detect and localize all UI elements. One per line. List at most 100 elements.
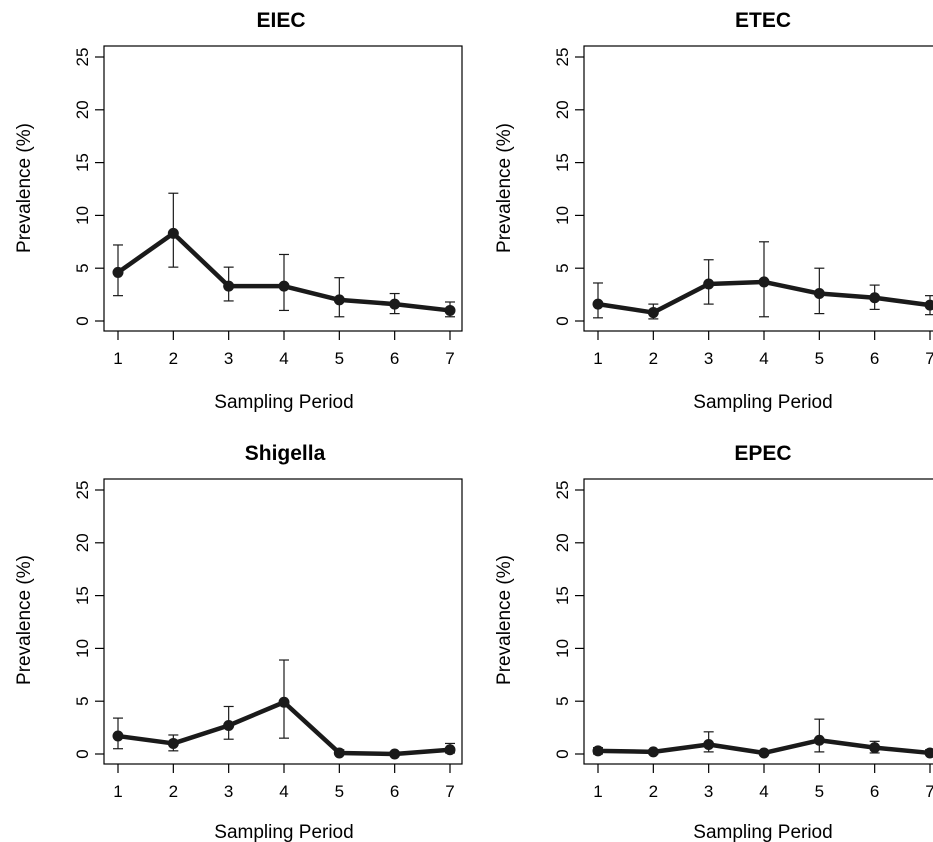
y-axis: 0 5 10 15 20 25	[553, 481, 584, 759]
x-tick-label: 4	[759, 782, 768, 801]
data-point	[389, 748, 401, 760]
series	[112, 192, 456, 318]
y-tick-label: 5	[553, 263, 572, 272]
x-tick-label: 5	[815, 782, 824, 801]
x-tick-label: 7	[925, 349, 933, 368]
x-tick-label: 3	[704, 349, 713, 368]
x-axis: 1 2 3 4 5 6 7	[593, 331, 933, 368]
plot-frame	[583, 478, 933, 765]
y-tick-label: 15	[73, 153, 92, 172]
data-point	[647, 746, 659, 758]
x-tick-label: 1	[113, 782, 122, 801]
data-point	[223, 280, 235, 292]
x-tick-label: 2	[169, 349, 178, 368]
data-point	[924, 747, 933, 759]
x-tick-label: 7	[445, 349, 454, 368]
data-point	[444, 744, 456, 756]
x-tick-label: 5	[815, 349, 824, 368]
y-tick-label: 0	[73, 316, 92, 325]
x-axis: 1 2 3 4 5 6 7	[113, 764, 455, 801]
panel-etec: ETEC Prevalence (%) Sampling Period 0510…	[494, 9, 933, 413]
x-tick-label: 5	[335, 782, 344, 801]
y-tick-label: 5	[553, 696, 572, 705]
data-point	[758, 747, 770, 759]
panel-epec: EPEC Prevalence (%) Sampling Period 0 5 10…	[494, 442, 933, 842]
data-point	[647, 307, 659, 319]
y-axis: 0 5 10 15 20 25	[73, 48, 104, 326]
data-point	[592, 298, 604, 310]
series	[592, 718, 933, 759]
y-tick-label: 25	[73, 48, 92, 67]
panel-title: EPEC	[734, 442, 791, 465]
x-axis-label: Sampling Period	[693, 822, 832, 842]
data-point	[869, 292, 881, 304]
panel-title: Shigella	[245, 442, 326, 465]
x-axis-label: Sampling Period	[214, 822, 353, 842]
y-tick-label: 10	[73, 639, 92, 658]
data-point	[167, 737, 179, 749]
data-point	[112, 266, 124, 278]
y-tick-label: 20	[553, 533, 572, 552]
plot-frame	[103, 45, 463, 332]
x-tick-label: 3	[224, 782, 233, 801]
panel-shigella: Shigella Prevalence (%) Sampling Period …	[14, 442, 463, 842]
x-tick-label: 1	[593, 349, 602, 368]
y-tick-label: 0	[553, 749, 572, 758]
data-point	[813, 288, 825, 300]
x-axis-label: Sampling Period	[214, 392, 353, 413]
x-axis: 1 2 3 4 5 6 7	[593, 764, 933, 801]
y-axis-label: Prevalence (%)	[14, 123, 35, 253]
y-tick-label: 20	[73, 533, 92, 552]
x-tick-label: 2	[169, 782, 178, 801]
y-tick-label: 10	[553, 206, 572, 225]
y-tick-label: 15	[553, 153, 572, 172]
y-tick-label: 0	[553, 316, 572, 325]
y-axis-label: Prevalence (%)	[14, 555, 35, 685]
data-point	[112, 730, 124, 742]
x-tick-label: 4	[759, 349, 768, 368]
y-tick-label: 10	[73, 206, 92, 225]
x-tick-label: 2	[649, 349, 658, 368]
data-point	[758, 276, 770, 288]
y-tick-label: 10	[553, 639, 572, 658]
panel-title: EIEC	[256, 9, 305, 32]
data-point	[167, 227, 179, 239]
x-tick-label: 3	[224, 349, 233, 368]
x-tick-label: 6	[870, 349, 879, 368]
y-tick-label: 25	[553, 48, 572, 67]
y-tick-label: 15	[553, 586, 572, 605]
data-point	[703, 278, 715, 290]
x-tick-label: 7	[925, 782, 933, 801]
y-tick-label: 20	[553, 100, 572, 119]
x-tick-label: 2	[649, 782, 658, 801]
data-point	[223, 719, 235, 731]
y-axis: 0 5 10 15 20 25	[73, 481, 104, 759]
panel-eiec: EIEC Prevalence (%) Sampling Period 0 5 10…	[14, 9, 463, 413]
series	[592, 241, 933, 320]
panel-title: ETEC	[735, 9, 791, 32]
x-tick-label: 6	[390, 782, 399, 801]
y-tick-label: 0	[73, 749, 92, 758]
data-point	[924, 299, 933, 311]
y-tick-label: 5	[73, 696, 92, 705]
x-tick-label: 6	[390, 349, 399, 368]
y-tick-label: 25	[553, 481, 572, 500]
plot-frame	[583, 45, 933, 332]
x-axis: 1 2 3 4 5 6 7	[113, 331, 455, 368]
data-point	[333, 747, 345, 759]
y-tick-label: 20	[73, 100, 92, 119]
x-tick-label: 4	[279, 349, 288, 368]
x-tick-label: 5	[335, 349, 344, 368]
data-point	[703, 738, 715, 750]
y-axis-label: Prevalence (%)	[494, 123, 515, 253]
x-tick-label: 4	[279, 782, 288, 801]
plot-frame	[103, 478, 463, 765]
x-tick-label: 6	[870, 782, 879, 801]
data-point	[869, 742, 881, 754]
y-axis-label: Prevalence (%)	[494, 555, 515, 685]
data-point	[389, 298, 401, 310]
series	[112, 659, 456, 760]
data-point	[813, 734, 825, 746]
x-tick-label: 7	[445, 782, 454, 801]
